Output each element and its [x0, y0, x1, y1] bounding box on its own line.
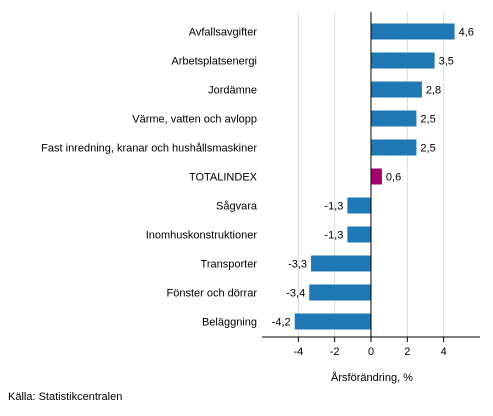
category-label: Sågvara	[216, 201, 258, 213]
x-tick-label: 2	[404, 346, 410, 358]
category-label: Fönster och dörrar	[167, 288, 258, 300]
category-label: Transporter	[201, 259, 258, 271]
category-label: Fast inredning, kranar och hushållsmaski…	[41, 143, 257, 155]
bar	[371, 168, 382, 185]
value-label: -1,3	[324, 230, 343, 242]
value-label: -4,2	[272, 317, 291, 329]
x-axis: -4 -2 0 2 4	[262, 12, 480, 358]
category-label: Jordämne	[208, 85, 257, 97]
bar	[371, 23, 455, 40]
bar	[371, 139, 417, 156]
category-label: Beläggning	[202, 317, 257, 329]
bar	[347, 226, 371, 243]
bar	[294, 313, 371, 330]
value-label: 2,8	[426, 85, 441, 97]
bar	[371, 81, 422, 98]
bar	[309, 284, 371, 301]
bar	[347, 197, 371, 214]
category-label: TOTALINDEX	[189, 172, 258, 184]
value-label: 2,5	[420, 143, 435, 155]
x-tick-label: -2	[330, 346, 340, 358]
bar	[311, 255, 371, 272]
value-label: 3,5	[439, 56, 454, 68]
source-note: Källa: Statistikcentralen	[8, 391, 123, 403]
bars	[294, 23, 455, 330]
value-labels: 4,6 3,5 2,8 2,5 2,5 0,6 -1,3 -1,3 -3,3 -3,4 -4,2	[272, 27, 474, 329]
value-label: 4,6	[459, 27, 474, 39]
value-label: 2,5	[420, 114, 435, 126]
value-label: 0,6	[386, 172, 401, 184]
x-tick-label: 4	[441, 346, 447, 358]
x-tick-label: 0	[368, 346, 374, 358]
bar	[371, 52, 435, 69]
category-label: Inomhuskonstruktioner	[146, 230, 258, 242]
category-labels: Avfallsavgifter Arbetsplatsenergi Jordämne…	[41, 27, 258, 329]
value-label: -1,3	[324, 201, 343, 213]
category-label: Värme, vatten och avlopp	[132, 114, 257, 126]
value-label: -3,3	[288, 259, 307, 271]
value-label: -3,4	[286, 288, 305, 300]
category-label: Arbetsplatsenergi	[171, 56, 257, 68]
bar	[371, 110, 417, 127]
x-tick-label: -4	[293, 346, 303, 358]
category-label: Avfallsavgifter	[189, 27, 258, 39]
x-axis-label: Årsförändring, %	[331, 371, 413, 384]
